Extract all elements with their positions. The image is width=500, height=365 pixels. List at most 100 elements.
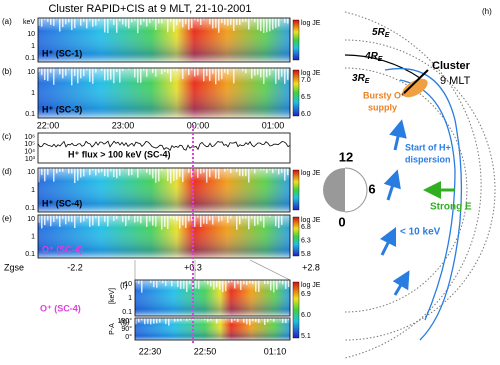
spectrum-gap bbox=[197, 18, 199, 21]
spectrum-gap bbox=[185, 18, 187, 24]
earth-day bbox=[345, 168, 367, 212]
spectrum-gap bbox=[188, 68, 190, 75]
spectrum-gap bbox=[284, 168, 286, 181]
spectrum-gap bbox=[272, 168, 274, 173]
spectrum-gap bbox=[236, 168, 238, 172]
y-tick-label: 0.1 bbox=[25, 251, 35, 258]
spectrum-gap bbox=[176, 18, 178, 25]
spectrum-gap bbox=[150, 318, 152, 324]
spectrum-gap bbox=[287, 68, 289, 80]
spectrum-gap bbox=[212, 68, 214, 74]
spectrum-gap bbox=[230, 215, 232, 219]
spectrum-gap bbox=[146, 18, 148, 26]
spectrum-gap bbox=[195, 280, 197, 288]
spectrum-gap bbox=[68, 168, 70, 173]
colorbar bbox=[293, 170, 299, 210]
y-tick-label: 1 bbox=[31, 43, 35, 50]
spectrum-gap bbox=[210, 280, 212, 286]
spectrum-gap bbox=[143, 18, 145, 22]
spectrum-gap bbox=[209, 68, 211, 81]
spectrum-gap bbox=[170, 18, 172, 22]
spectrum-gap bbox=[185, 215, 187, 228]
y-tick-label: 1 bbox=[128, 295, 132, 302]
spectrum-gap bbox=[221, 215, 223, 221]
spectrum-gap bbox=[234, 280, 236, 288]
ring-label: 4RE bbox=[364, 51, 383, 63]
spectrum-gap bbox=[237, 280, 239, 284]
spectrum-gap bbox=[50, 215, 52, 226]
y-tick-label: 1 bbox=[31, 233, 35, 240]
spectrum-gap bbox=[171, 280, 173, 286]
spectrum-gap bbox=[153, 280, 155, 287]
spectrum-gap bbox=[156, 280, 158, 288]
spectrum-gap bbox=[144, 318, 146, 324]
spectrum-gap bbox=[257, 215, 259, 225]
spectrum-gap bbox=[140, 215, 142, 223]
spectrum-gap bbox=[155, 168, 157, 183]
colorbar-tick: 6.0 bbox=[301, 312, 311, 319]
colorbar-tick: 6.3 bbox=[301, 237, 311, 244]
spectrum-gap bbox=[242, 18, 244, 22]
spectrum-gap bbox=[218, 68, 220, 81]
spectrum-gap bbox=[242, 168, 244, 176]
spectrum-gap bbox=[270, 280, 272, 290]
spectrum-gap bbox=[248, 168, 250, 183]
spectrum-gap bbox=[275, 18, 277, 28]
spectrum-gap bbox=[254, 215, 256, 226]
time-tick: 01:10 bbox=[264, 346, 287, 356]
colorbar-tick: 6.5 bbox=[301, 94, 311, 101]
spectrum-gap bbox=[152, 168, 154, 178]
spectrum-gap bbox=[182, 68, 184, 79]
spectrum-gap bbox=[249, 280, 251, 283]
spectrum-gap bbox=[273, 318, 275, 322]
spectrum-gap bbox=[140, 68, 142, 83]
spectrum-gap bbox=[138, 280, 140, 284]
spectrum-gap bbox=[269, 18, 271, 31]
zgse-label: Zgse bbox=[4, 262, 24, 272]
time-tick: 01:00 bbox=[262, 120, 285, 130]
spectrum-gap bbox=[80, 168, 82, 177]
species: H⁺ (SC-4) bbox=[42, 198, 82, 208]
panel-label: (c) bbox=[2, 132, 12, 141]
spectrum-gap bbox=[41, 68, 43, 75]
spectrum-gap bbox=[260, 215, 262, 221]
spectrum-gap bbox=[89, 168, 91, 175]
y-tick-label: 0.1 bbox=[25, 205, 35, 212]
spectrum-gap bbox=[177, 280, 179, 287]
time-tick: 22:00 bbox=[37, 120, 60, 130]
spectrum-gap bbox=[62, 68, 64, 78]
spectrum-gap bbox=[224, 168, 226, 172]
spectrum-gap bbox=[281, 215, 283, 225]
spectrum-gap bbox=[240, 280, 242, 290]
panel-label: (a) bbox=[2, 17, 12, 26]
spectrum-gap bbox=[89, 215, 91, 227]
spectrum-gap bbox=[119, 18, 121, 21]
spectrum-gap bbox=[74, 18, 76, 28]
spectrum-gap bbox=[245, 18, 247, 22]
colorbar-title: log JE bbox=[301, 70, 321, 77]
spectrum-gap bbox=[285, 318, 287, 323]
spectrum-gap bbox=[173, 168, 175, 181]
y-tick-label: 10⁶ bbox=[24, 134, 35, 141]
spectrum-gap bbox=[56, 168, 58, 173]
colorbar-title: log JE bbox=[301, 282, 321, 289]
spectrum-gap bbox=[209, 215, 211, 220]
spectrum-gap bbox=[212, 215, 214, 224]
colorbar-tick: 6.9 bbox=[301, 291, 311, 298]
y-tick-label: 10 bbox=[124, 281, 132, 288]
spectrum-gap bbox=[62, 215, 64, 219]
spectrum-gap bbox=[162, 280, 164, 283]
spectrum-gap bbox=[198, 280, 200, 289]
spectrum-gap bbox=[264, 318, 266, 325]
spectrum-gap bbox=[267, 318, 269, 322]
spectrum-gap bbox=[59, 215, 61, 227]
spectrum-gap bbox=[230, 168, 232, 173]
spectrum-gap bbox=[227, 18, 229, 26]
spectrum-gap bbox=[68, 18, 70, 22]
spectrum-gap bbox=[92, 68, 94, 84]
bursty-label: Bursty O⁺ bbox=[363, 90, 406, 100]
spectrum-gap bbox=[131, 168, 133, 175]
spectrum-gap bbox=[170, 215, 172, 218]
colorbar bbox=[293, 20, 299, 60]
spectrum-gap bbox=[47, 68, 49, 81]
